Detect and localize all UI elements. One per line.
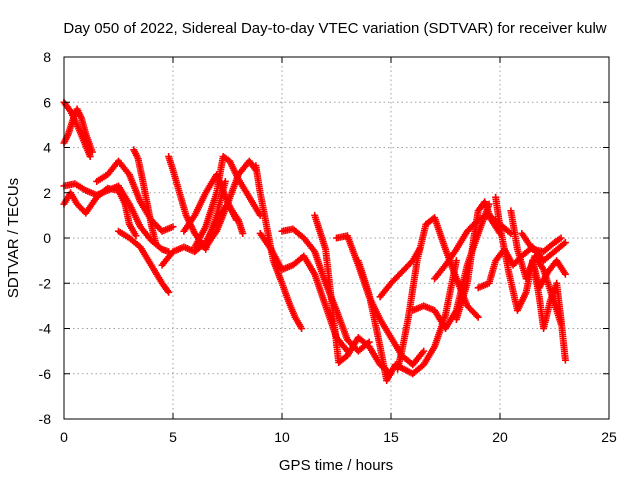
- x-tick-label: 5: [169, 429, 177, 445]
- y-tick-label: -6: [39, 366, 52, 382]
- series-arc-7: [115, 227, 173, 296]
- data-point-marker: [221, 177, 229, 185]
- series-arc-14: [256, 229, 351, 355]
- y-tick-label: 8: [43, 49, 51, 65]
- y-tick-label: 2: [43, 185, 51, 201]
- data-point-marker: [132, 232, 140, 240]
- y-tick-label: 6: [43, 94, 51, 110]
- x-tick-label: 15: [383, 429, 399, 445]
- series-arc-28: [518, 229, 565, 256]
- y-tick-label: -4: [39, 321, 52, 337]
- y-tick-label: 0: [43, 230, 51, 246]
- data-point-marker: [164, 287, 172, 295]
- chart-title: Day 050 of 2022, Sidereal Day-to-day VTE…: [63, 20, 606, 37]
- data-point-marker: [152, 239, 160, 247]
- x-axis-label: GPS time / hours: [279, 457, 393, 474]
- data-point-marker: [452, 257, 460, 265]
- data-point-marker: [561, 239, 569, 247]
- y-tick-label: 4: [43, 140, 51, 156]
- x-tick-label: 25: [601, 429, 617, 445]
- data-point-marker: [298, 325, 306, 332]
- series-arc-23: [452, 198, 504, 323]
- series-arc-27: [529, 257, 569, 364]
- data-point-marker: [420, 347, 428, 355]
- data-point-marker: [86, 153, 94, 161]
- series-arc-6: [130, 146, 160, 247]
- data-point-marker: [88, 148, 96, 156]
- data-point-marker: [232, 216, 240, 224]
- y-axis-label: SDTVAR / TECUs: [5, 178, 22, 298]
- data-point-marker: [561, 356, 569, 364]
- series-arc-12: [202, 157, 260, 251]
- series-arc-2: [60, 105, 96, 156]
- data-point-marker: [169, 223, 177, 231]
- y-tick-label: -8: [39, 411, 52, 427]
- series-arc-4: [60, 184, 140, 240]
- data-point-marker: [557, 234, 565, 242]
- data-point-marker: [474, 313, 482, 321]
- series-arc-5: [93, 157, 177, 235]
- x-tick-label: 0: [60, 429, 68, 445]
- axis-ticks: 0 5 10 15 20 25 -8 -6 -4 -2 0 2 4 6 8: [39, 49, 617, 445]
- data-points: [60, 98, 569, 385]
- data-point-marker: [165, 288, 173, 296]
- x-tick-label: 10: [274, 429, 290, 445]
- data-point-marker: [239, 229, 247, 237]
- y-tick-label: -2: [39, 275, 52, 291]
- data-point-marker: [561, 270, 569, 278]
- x-tick-label: 20: [492, 429, 508, 445]
- data-point-marker: [507, 229, 515, 237]
- series-arc-13: [252, 162, 306, 332]
- data-point-marker: [473, 312, 481, 320]
